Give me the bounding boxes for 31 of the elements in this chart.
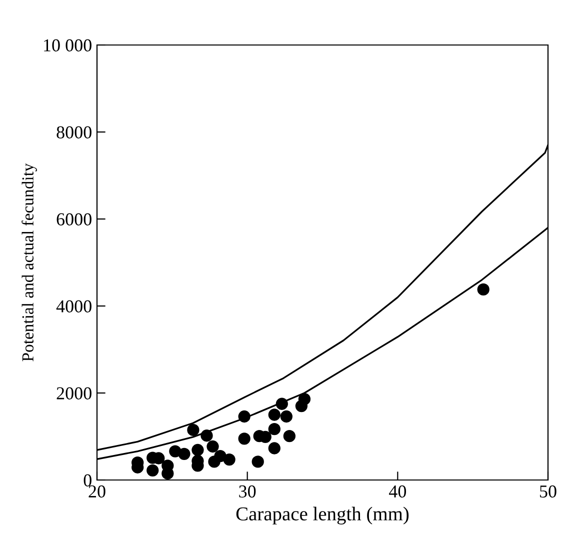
point <box>214 450 226 462</box>
x-tick-label: 30 <box>239 485 256 498</box>
point <box>146 464 159 477</box>
point <box>238 410 250 423</box>
y-tick-label: 2000 <box>56 387 92 400</box>
point <box>192 444 204 456</box>
point <box>477 283 490 296</box>
point <box>268 442 280 454</box>
y-tick-label: 0 <box>84 474 92 486</box>
x-tick-label: 20 <box>88 485 106 498</box>
y-axis-title: Potential and actual fecundity <box>22 163 37 362</box>
x-tick-label: 50 <box>540 485 556 498</box>
y-tick-label: 8000 <box>56 126 92 138</box>
point <box>276 398 288 410</box>
point <box>206 440 219 453</box>
point <box>283 430 296 442</box>
y-tick-label: 10 000 <box>44 39 92 52</box>
y-tick-label: 6000 <box>56 213 92 226</box>
x-axis-title: Carapace length (mm) <box>236 506 409 524</box>
point <box>280 410 292 423</box>
point <box>252 456 264 468</box>
point <box>268 408 280 421</box>
point <box>178 448 190 460</box>
point <box>238 432 250 445</box>
x-tick-label: 40 <box>388 485 406 498</box>
point <box>200 430 213 442</box>
point <box>187 424 200 436</box>
y-tick-label: 4000 <box>56 300 92 312</box>
point <box>223 453 236 466</box>
point <box>268 423 280 436</box>
point <box>298 393 311 406</box>
